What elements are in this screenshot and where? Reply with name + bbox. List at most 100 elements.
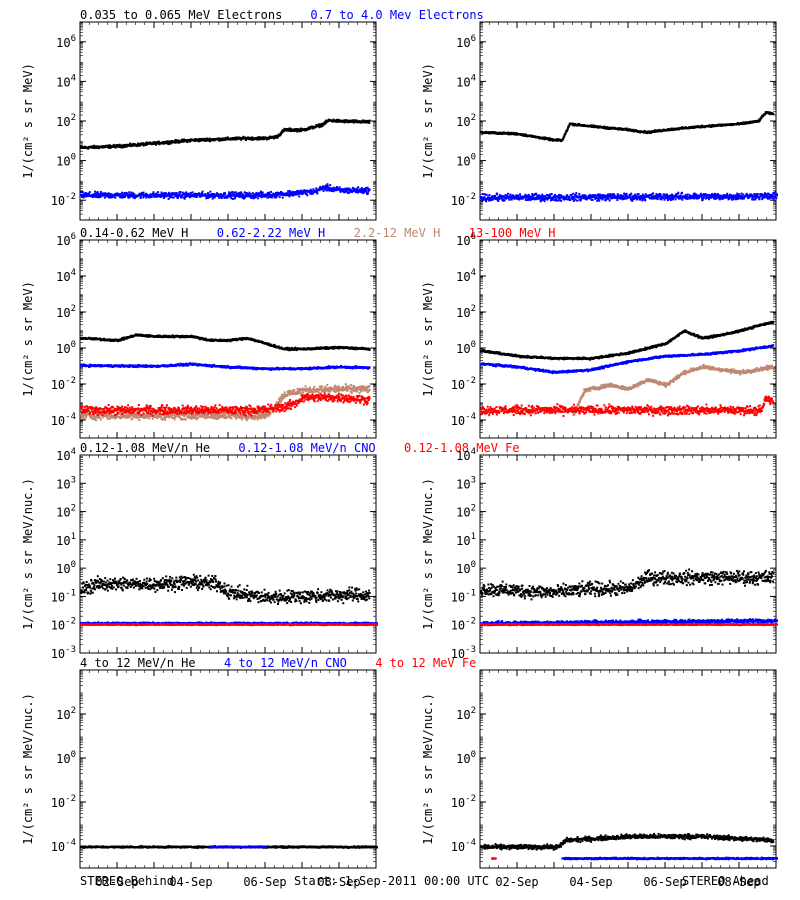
data-point (340, 190, 343, 192)
data-point (488, 194, 491, 196)
data-point (361, 189, 364, 192)
data-point (252, 192, 255, 195)
data-point (312, 188, 315, 191)
data-point (177, 139, 180, 142)
y-tick-label: 104 (56, 73, 76, 89)
data-point (172, 196, 175, 199)
data-point (537, 196, 540, 199)
data-point (598, 199, 601, 202)
data-point (631, 199, 634, 202)
data-point (97, 196, 100, 199)
data-point (95, 191, 98, 194)
data-point (562, 137, 565, 139)
data-point (719, 195, 722, 198)
legend-label: 4 to 12 MeV/n He (80, 656, 196, 670)
data-point (126, 194, 129, 197)
data-point (129, 142, 132, 145)
data-point (321, 125, 324, 128)
data-point (578, 193, 581, 195)
data-point (510, 198, 513, 201)
data-point (128, 196, 131, 199)
data-point (609, 193, 612, 196)
data-point (122, 193, 125, 196)
data-point (735, 193, 738, 196)
data-point (81, 191, 84, 193)
legend-label: 4 to 12 MeV Fe (375, 656, 476, 670)
data-point (765, 193, 768, 196)
data-point (119, 193, 122, 196)
data-point (707, 196, 710, 199)
data-point (189, 192, 192, 194)
data-point (531, 198, 534, 200)
data-point (766, 195, 769, 198)
data-point (550, 193, 553, 195)
data-point (617, 195, 620, 198)
data-point (103, 196, 106, 199)
data-point (332, 190, 335, 193)
data-point (491, 198, 494, 201)
data-point (535, 192, 538, 195)
data-point (579, 199, 582, 202)
data-point (686, 193, 689, 196)
data-point (177, 196, 179, 199)
data-point (751, 194, 754, 197)
data-point (774, 196, 776, 199)
data-point (368, 121, 371, 124)
data-point (316, 192, 319, 195)
data-point (361, 119, 364, 122)
data-point (519, 193, 522, 196)
data-point (678, 197, 680, 200)
data-point (710, 196, 712, 199)
data-point (581, 194, 584, 197)
y-tick-label: 10-2 (51, 376, 76, 392)
data-point (233, 191, 236, 194)
data-point (351, 186, 354, 189)
data-point (511, 195, 513, 198)
data-series (80, 333, 371, 352)
data-point (121, 191, 124, 194)
y-tick-label: 102 (56, 113, 76, 129)
data-point (181, 191, 184, 194)
data-point (526, 196, 529, 199)
data-point (368, 119, 371, 122)
data-point (597, 198, 600, 201)
data-point (171, 193, 174, 196)
data-point (244, 196, 246, 199)
data-point (500, 197, 503, 200)
data-point (661, 195, 664, 198)
legend-label: 0.035 to 0.065 MeV Electrons (80, 8, 282, 22)
data-point (236, 192, 239, 195)
data-point (339, 189, 342, 192)
data-point (162, 197, 165, 199)
data-point (623, 196, 626, 199)
data-point (701, 194, 704, 197)
y-tick-label: 102 (456, 113, 476, 129)
data-point (710, 126, 713, 128)
data-point (776, 194, 778, 197)
data-point (693, 197, 696, 200)
legend-label: 4 to 12 MeV/n CNO (224, 656, 347, 670)
data-point (568, 196, 571, 199)
data-point (153, 142, 156, 145)
data-point (211, 197, 214, 200)
data-point (330, 189, 333, 192)
data-point (200, 192, 203, 195)
data-point (681, 198, 684, 201)
data-point (142, 193, 144, 196)
data-point (191, 191, 194, 194)
data-point (732, 198, 735, 201)
data-point (572, 199, 575, 202)
y-tick-label: 10-2 (451, 192, 476, 208)
data-point (158, 140, 161, 143)
data-point (524, 199, 527, 201)
data-point (554, 196, 557, 199)
data-point (539, 196, 542, 199)
data-point (126, 193, 129, 196)
data-point (326, 185, 329, 188)
data-point (662, 196, 665, 199)
data-point (254, 194, 257, 197)
data-point (655, 197, 658, 200)
y-axis-label: 1/(cm² s sr MeV) (421, 63, 435, 179)
data-point (167, 191, 170, 194)
data-point (550, 199, 552, 202)
